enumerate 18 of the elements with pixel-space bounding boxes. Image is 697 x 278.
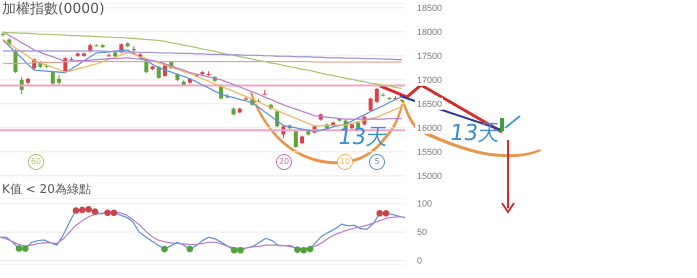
text: 13天 bbox=[448, 120, 502, 148]
circled-label: 60 bbox=[28, 154, 44, 170]
y-tick-label: 17500 bbox=[417, 50, 442, 61]
chart-title: 加權指數(0000) bbox=[2, 0, 105, 18]
circled-label: 5 bbox=[369, 154, 385, 170]
y-tick-label: 16500 bbox=[417, 98, 442, 109]
y-tick-label: 16000 bbox=[417, 122, 442, 133]
circled-label: 20 bbox=[276, 154, 292, 170]
y-tick-label: 15000 bbox=[417, 170, 442, 181]
y-tick-label: 50 bbox=[417, 227, 428, 238]
y-tick-label: 18000 bbox=[417, 26, 442, 37]
y-tick-label: 100 bbox=[417, 198, 432, 209]
y-tick-label: 15500 bbox=[417, 146, 442, 157]
circled-label: 10 bbox=[337, 154, 353, 170]
y-tick-label: 18500 bbox=[417, 2, 442, 13]
y-tick-label: 17000 bbox=[417, 74, 442, 85]
y-tick-label: 0 bbox=[417, 255, 422, 266]
chart-title: K值 < 20為綠點 bbox=[2, 181, 91, 198]
